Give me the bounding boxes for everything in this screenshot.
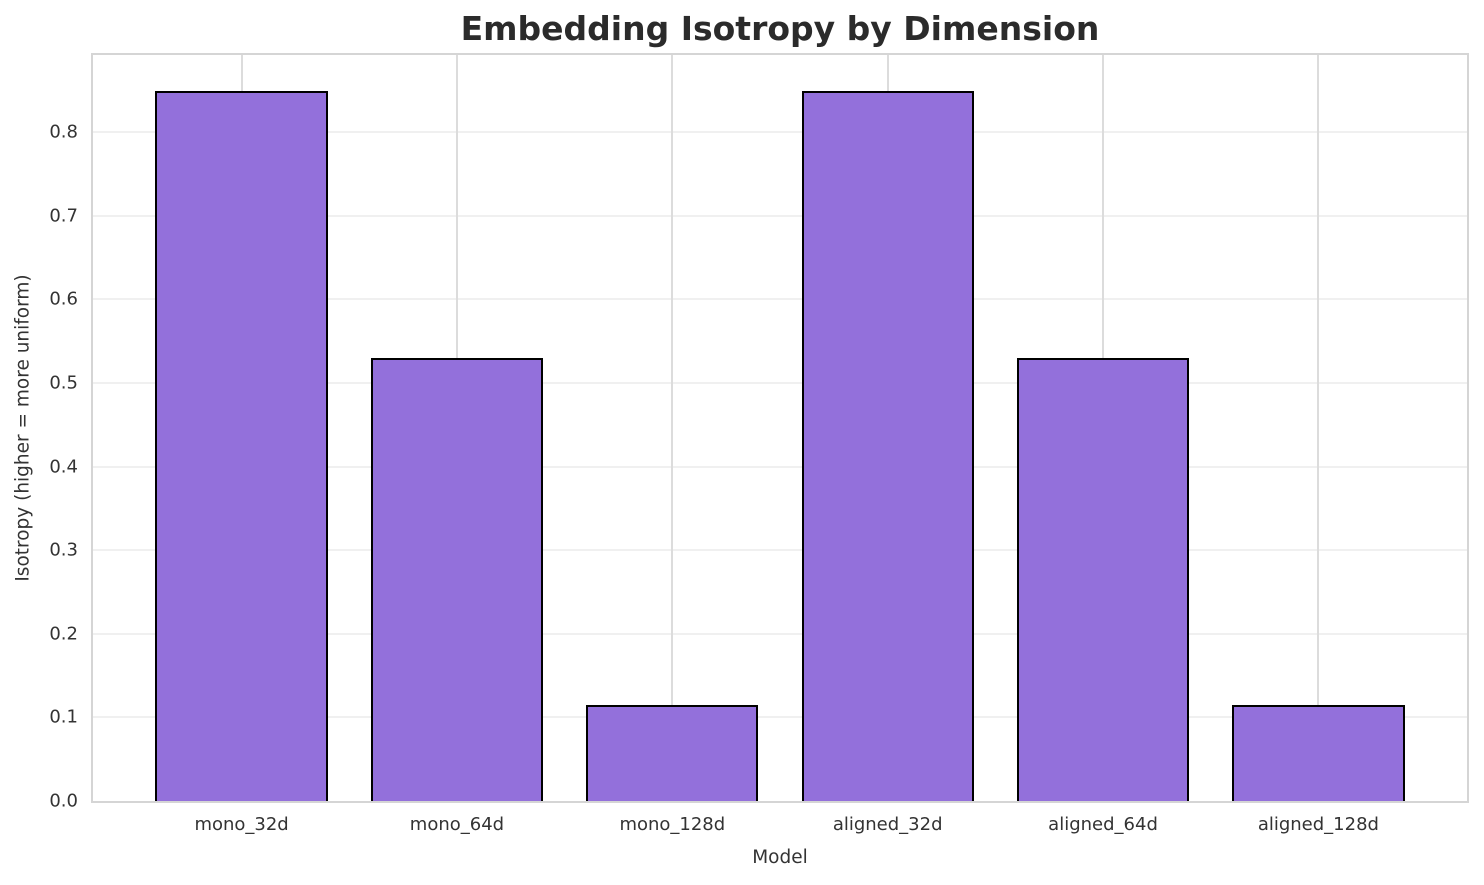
x-tick-label: mono_32d bbox=[194, 814, 289, 835]
gridline-horizontal bbox=[93, 382, 1467, 385]
x-tick-label: aligned_64d bbox=[1048, 814, 1158, 835]
y-tick-label: 0.8 bbox=[49, 121, 78, 143]
y-tick-label: 0.5 bbox=[49, 372, 78, 394]
y-tick-label: 0.0 bbox=[49, 790, 78, 812]
gridline-horizontal bbox=[93, 214, 1467, 217]
y-tick-label: 0.3 bbox=[49, 539, 78, 561]
y-tick-label: 0.4 bbox=[49, 456, 78, 478]
bar-aligned_32d bbox=[801, 90, 974, 801]
x-tick-label: aligned_128d bbox=[1257, 814, 1379, 835]
gridline-horizontal bbox=[93, 632, 1467, 635]
chart-title: Embedding Isotropy by Dimension bbox=[460, 9, 1100, 48]
x-tick-label: aligned_32d bbox=[832, 814, 943, 835]
bar-aligned_64d bbox=[1016, 358, 1190, 801]
y-tick-label: 0.1 bbox=[49, 706, 78, 728]
gridline-vertical bbox=[1317, 55, 1320, 801]
gridline-horizontal bbox=[93, 549, 1467, 552]
y-axis-label: Isotropy (higher = more uniform) bbox=[12, 274, 34, 582]
bar-aligned_128d bbox=[1232, 704, 1405, 801]
plot-area bbox=[91, 53, 1469, 803]
y-tick-label: 0.2 bbox=[49, 623, 78, 645]
gridline-horizontal bbox=[93, 131, 1467, 134]
gridline-horizontal bbox=[93, 465, 1467, 468]
x-axis-label: Model bbox=[752, 847, 808, 868]
x-tick-label: mono_128d bbox=[619, 814, 726, 835]
bar-mono_32d bbox=[155, 90, 328, 801]
bar-mono_128d bbox=[586, 704, 759, 801]
gridline-vertical bbox=[671, 55, 674, 801]
y-tick-label: 0.7 bbox=[49, 205, 78, 227]
gridline-horizontal bbox=[93, 298, 1467, 301]
bar-mono_64d bbox=[370, 358, 544, 801]
y-tick-label: 0.6 bbox=[49, 288, 78, 310]
x-tick-label: mono_64d bbox=[409, 814, 505, 835]
gridline-horizontal bbox=[93, 716, 1467, 719]
